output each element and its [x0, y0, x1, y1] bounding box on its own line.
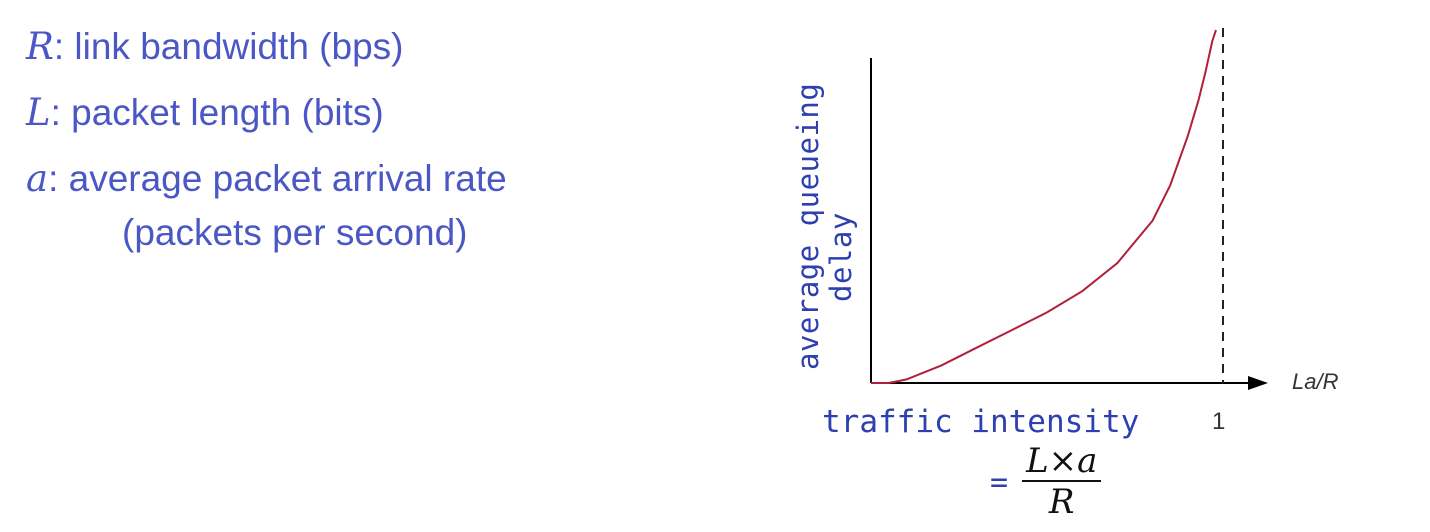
x-axis-arrow	[1248, 376, 1268, 390]
symbol-l: L	[26, 91, 51, 134]
y-axis-label-line-1: average queueing	[791, 82, 825, 370]
definition-bandwidth-text: : link bandwidth (bps)	[53, 26, 404, 67]
x-axis-name: La/R	[1292, 369, 1339, 394]
delay-curve	[871, 29, 1217, 384]
traffic-intensity-formula: = L×a R	[990, 442, 1102, 522]
definition-packet-length-text: : packet length (bits)	[50, 92, 384, 133]
definition-arrival-rate-text: : average packet arrival rate	[48, 158, 507, 199]
formula-numerator: L×a	[1022, 442, 1102, 482]
x-axis-label: traffic intensity	[822, 404, 1140, 440]
formula-denominator: R	[1048, 482, 1075, 522]
definition-arrival-rate: a: average packet arrival rate	[26, 146, 507, 212]
symbol-a: a	[26, 157, 49, 200]
symbol-r: R	[26, 25, 54, 68]
x-tick-label: 1	[1212, 408, 1226, 435]
definitions-list: R: link bandwidth (bps) L: packet length…	[26, 14, 507, 266]
y-axis-label-line-2: delay	[824, 212, 858, 302]
definition-bandwidth: R: link bandwidth (bps)	[26, 14, 507, 80]
formula-equals: =	[990, 464, 1009, 500]
y-axis-label: average queueing delay	[791, 82, 858, 370]
definition-arrival-rate-unit: (packets per second)	[122, 212, 468, 253]
definition-packet-length: L: packet length (bits)	[26, 80, 507, 146]
formula-fraction: L×a R	[1022, 442, 1102, 522]
